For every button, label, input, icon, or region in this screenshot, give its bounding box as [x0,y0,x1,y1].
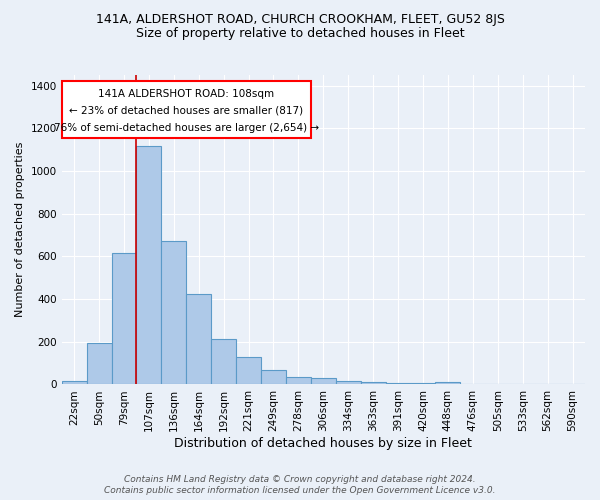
Bar [436,382,460,384]
Bar [336,382,361,384]
Bar [136,146,161,384]
Bar [236,357,261,384]
Text: ← 23% of detached houses are smaller (817): ← 23% of detached houses are smaller (81… [69,106,304,116]
Text: 141A ALDERSHOT ROAD: 108sqm: 141A ALDERSHOT ROAD: 108sqm [98,89,274,99]
Bar [112,253,136,384]
Text: Contains HM Land Registry data © Crown copyright and database right 2024.: Contains HM Land Registry data © Crown c… [124,475,476,484]
Bar [286,378,311,384]
Bar [86,343,112,384]
Bar [361,382,386,384]
FancyBboxPatch shape [62,82,311,138]
Text: 76% of semi-detached houses are larger (2,654) →: 76% of semi-detached houses are larger (… [54,123,319,133]
Text: Contains public sector information licensed under the Open Government Licence v3: Contains public sector information licen… [104,486,496,495]
Text: 141A, ALDERSHOT ROAD, CHURCH CROOKHAM, FLEET, GU52 8JS: 141A, ALDERSHOT ROAD, CHURCH CROOKHAM, F… [95,12,505,26]
Bar [386,382,410,384]
Bar [186,294,211,384]
X-axis label: Distribution of detached houses by size in Fleet: Distribution of detached houses by size … [175,437,472,450]
Bar [161,242,186,384]
Bar [261,370,286,384]
Bar [311,378,336,384]
Bar [62,382,86,384]
Y-axis label: Number of detached properties: Number of detached properties [15,142,25,318]
Bar [211,338,236,384]
Text: Size of property relative to detached houses in Fleet: Size of property relative to detached ho… [136,28,464,40]
